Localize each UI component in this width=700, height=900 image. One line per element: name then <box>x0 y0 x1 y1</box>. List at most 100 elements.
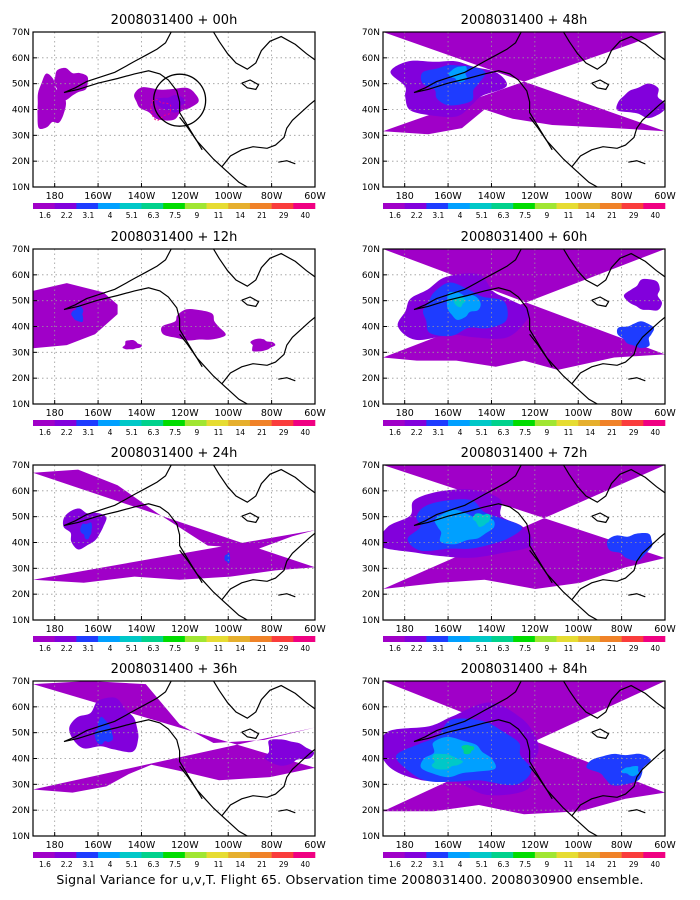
y-tick-label: 10N <box>12 616 30 626</box>
colorbar-label: 2.2 <box>411 211 423 220</box>
variance-contour <box>616 83 665 119</box>
coastline <box>628 160 646 165</box>
grid <box>383 681 665 836</box>
variance-field <box>33 469 315 583</box>
colorbar-label: 5.1 <box>126 211 138 220</box>
x-tick-label: 60W <box>654 191 676 202</box>
coastline <box>529 549 553 584</box>
coastlines <box>63 681 315 836</box>
variance-contour <box>161 309 226 341</box>
colorbar-label: 1.6 <box>389 211 401 220</box>
y-tick-label: 70N <box>12 677 30 687</box>
colorbar-label: 7.5 <box>169 644 181 653</box>
x-tick-label: 80W <box>611 191 633 202</box>
variance-contour <box>621 765 639 777</box>
colorbar-swatch <box>448 203 471 209</box>
y-tick-label: 10N <box>12 832 30 842</box>
colorbar-swatch <box>404 420 427 426</box>
coastlines <box>63 32 315 187</box>
coastline <box>413 249 598 404</box>
grid <box>33 681 315 836</box>
colorbar-swatch <box>621 420 644 426</box>
colorbar-label: 21 <box>257 211 267 220</box>
x-tick-label: 80W <box>261 191 283 202</box>
variance-contour <box>420 65 486 106</box>
colorbar-label: 40 <box>651 211 661 220</box>
x-tick-label: 160W <box>434 840 462 851</box>
coastline <box>529 765 553 800</box>
y-tick-label: 30N <box>12 131 30 141</box>
coastline <box>278 593 296 598</box>
colorbar-swatch <box>98 203 121 209</box>
x-tick-label: 180 <box>396 408 414 419</box>
colorbar-swatch <box>33 203 55 209</box>
x-tick-label: 120W <box>521 840 549 851</box>
y-tick-label: 30N <box>12 564 30 574</box>
colorbar-label: 14 <box>235 860 245 869</box>
colorbar-label: 4 <box>108 644 113 653</box>
colorbar-label: 3.1 <box>82 211 94 220</box>
x-tick-label: 140W <box>128 191 156 202</box>
x-tick-label: 120W <box>171 408 199 419</box>
variance-contour <box>586 753 651 786</box>
y-tick-label: 50N <box>12 80 30 90</box>
y-tick-label: 50N <box>362 80 380 90</box>
coastline <box>221 316 315 385</box>
colorbar-swatch <box>141 203 164 209</box>
coastline <box>529 333 553 368</box>
colorbar-label: 29 <box>279 644 289 653</box>
coastline <box>212 32 315 70</box>
colorbar: 1.6 2.2 3.1 4 5.1 6.3 7.5 9 11 14 21 29 40 <box>383 203 666 220</box>
colorbar-swatch <box>249 852 272 858</box>
colorbar: 1.6 2.2 3.1 4 5.1 6.3 7.5 9 11 14 21 29 40 <box>33 203 316 220</box>
x-tick-label: 140W <box>478 191 506 202</box>
map-panel: 2008031400 + 84h 180 160W 140W 120W 100W 80W 60… <box>362 662 677 869</box>
y-tick-label: 10N <box>362 616 380 626</box>
colorbar-label: 6.3 <box>497 644 509 653</box>
coastline <box>241 728 260 740</box>
colorbar-label: 3.1 <box>432 860 444 869</box>
coastline <box>591 728 610 740</box>
colorbar-swatch <box>448 852 471 858</box>
colorbar-label: 21 <box>257 428 267 437</box>
colorbar-swatch <box>383 636 405 642</box>
grid <box>33 249 315 404</box>
y-tick-label: 60N <box>12 487 30 497</box>
variance-contour <box>452 297 466 308</box>
coastline <box>571 532 665 601</box>
x-tick-label: 60W <box>304 191 326 202</box>
colorbar-label: 40 <box>651 644 661 653</box>
colorbar-swatch <box>206 636 229 642</box>
colorbar-swatch <box>54 420 77 426</box>
colorbar-swatch <box>643 852 666 858</box>
x-tick-label: 100W <box>214 408 242 419</box>
x-tick-label: 60W <box>304 624 326 635</box>
colorbar-swatch <box>491 852 514 858</box>
colorbar-label: 1.6 <box>39 211 51 220</box>
x-tick-label: 100W <box>214 191 242 202</box>
x-tick-label: 80W <box>611 408 633 419</box>
colorbar-label: 5.1 <box>476 211 488 220</box>
y-tick-label: 20N <box>12 806 30 816</box>
x-tick-label: 100W <box>214 840 242 851</box>
x-tick-label: 180 <box>396 840 414 851</box>
y-tick-label: 70N <box>12 245 30 255</box>
map-panel: 2008031400 + 60h 180 160W 140W 120W 100W 80W 60… <box>362 230 677 437</box>
x-tick-label: 160W <box>84 624 112 635</box>
colorbar-swatch <box>426 636 449 642</box>
colorbar-label: 40 <box>301 860 311 869</box>
colorbar-swatch <box>448 636 471 642</box>
colorbar-label: 6.3 <box>147 211 159 220</box>
x-tick-label: 60W <box>654 624 676 635</box>
colorbar-label: 14 <box>235 644 245 653</box>
x-tick-label: 80W <box>261 408 283 419</box>
colorbar-label: 5.1 <box>476 428 488 437</box>
colorbar-swatch <box>448 420 471 426</box>
x-tick-label: 120W <box>521 191 549 202</box>
colorbar-label: 11 <box>214 644 224 653</box>
coastlines <box>63 249 315 404</box>
coastline <box>63 681 248 836</box>
colorbar-swatch <box>54 852 77 858</box>
colorbar: 1.6 2.2 3.1 4 5.1 6.3 7.5 9 11 14 21 29 40 <box>383 852 666 869</box>
colorbar-swatch <box>271 852 294 858</box>
